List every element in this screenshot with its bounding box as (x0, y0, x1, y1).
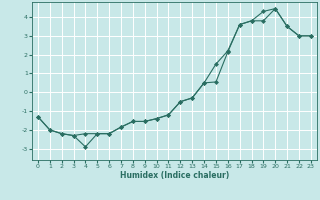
X-axis label: Humidex (Indice chaleur): Humidex (Indice chaleur) (120, 171, 229, 180)
